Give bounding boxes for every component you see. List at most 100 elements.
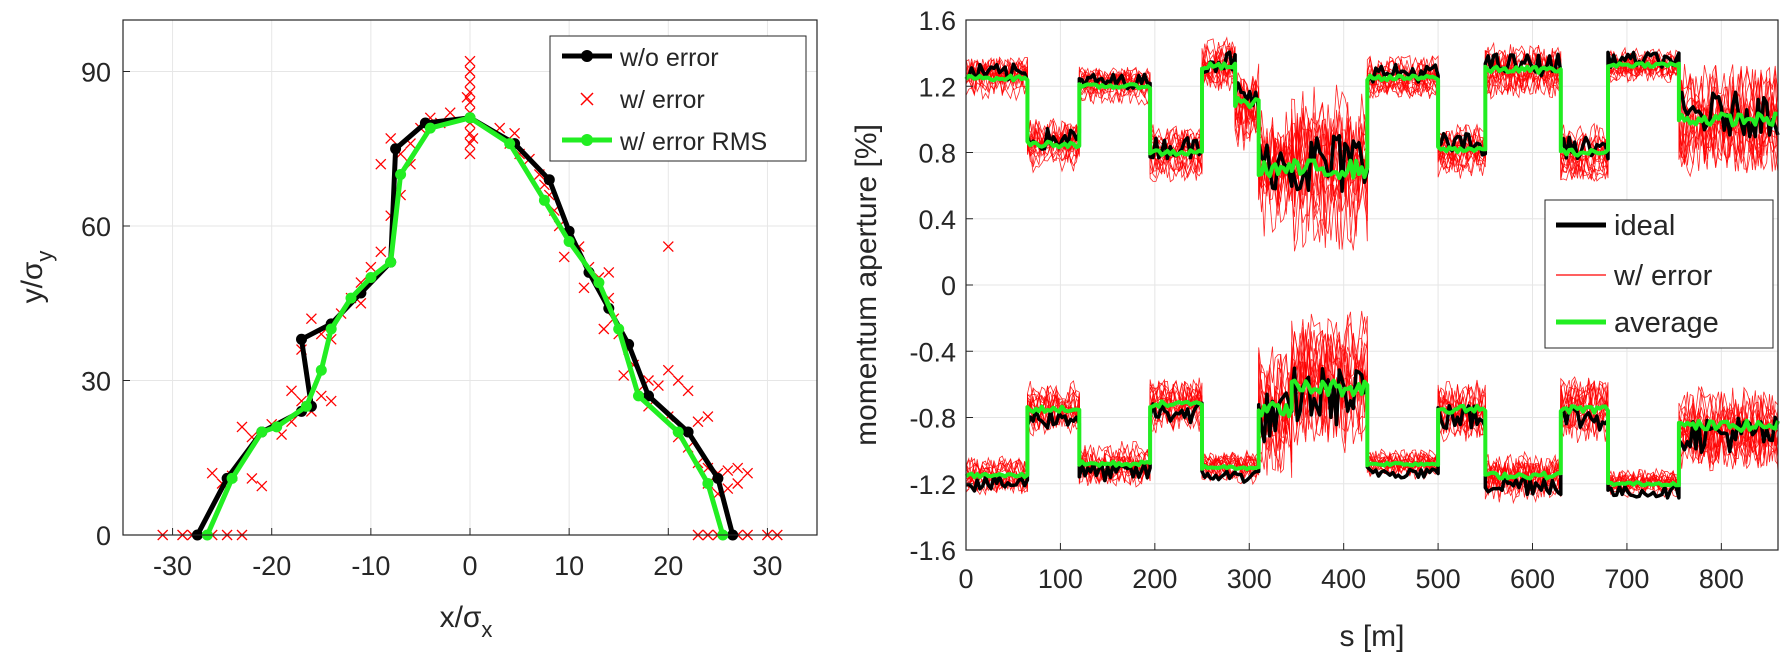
legend-label-w-error: w/ error — [1613, 260, 1713, 292]
error-point — [375, 158, 387, 170]
y-tick-label: -1.6 — [909, 536, 956, 566]
y-tick-label: 30 — [81, 367, 111, 397]
point-rms — [365, 272, 377, 283]
series-layer — [964, 36, 1780, 505]
error-point-stroke — [742, 467, 754, 479]
point-rms — [563, 236, 575, 247]
error-point — [464, 86, 476, 98]
error-point-stroke — [467, 132, 479, 144]
error-point — [722, 465, 734, 477]
error-point-stroke — [722, 483, 734, 495]
error-point-stroke — [246, 431, 258, 443]
error-point — [732, 462, 744, 474]
point-rms — [424, 122, 436, 134]
point-rms — [464, 112, 476, 124]
y-tick-label: 0.8 — [918, 139, 956, 169]
x-tick-label: 20 — [653, 551, 683, 581]
x-axis-label: x/σx — [440, 601, 493, 642]
error-point-stroke — [461, 91, 473, 103]
x-tick-label: 10 — [554, 551, 584, 581]
error-point-stroke — [286, 385, 297, 397]
point-rms — [325, 323, 337, 335]
error-point-stroke — [732, 462, 744, 474]
error-point — [286, 385, 297, 397]
error-point-stroke — [385, 132, 397, 144]
error-point-stroke — [578, 282, 590, 294]
point-rms — [593, 277, 605, 289]
legend-marker-rms — [581, 134, 593, 146]
error-point — [464, 96, 476, 108]
error-point-stroke — [355, 277, 367, 289]
error-trace-pos — [965, 42, 1779, 208]
x-tick-label: -10 — [351, 551, 390, 581]
point-wo-error — [712, 472, 724, 484]
x-tick-label: 100 — [1038, 564, 1083, 594]
error-point-stroke — [405, 138, 416, 150]
point-rms — [315, 364, 327, 376]
error-point-stroke — [598, 323, 610, 335]
error-point — [206, 467, 218, 479]
error-point — [464, 148, 476, 160]
error-point-stroke — [375, 246, 387, 258]
x-tick-label: 600 — [1510, 564, 1555, 594]
point-rms — [672, 426, 684, 438]
x-tick-label: 300 — [1227, 564, 1272, 594]
error-point-stroke — [618, 369, 630, 381]
y-tick-label: 90 — [81, 58, 111, 88]
error-point-stroke — [662, 364, 674, 376]
legend-label-rms: w/ error RMS — [619, 128, 767, 156]
error-point — [464, 127, 476, 139]
error-point-stroke — [286, 416, 297, 428]
y-axis-label: momentum aperture [%] — [850, 124, 883, 446]
point-rms — [395, 169, 407, 180]
error-point — [385, 132, 397, 144]
legend-marker-wo-error — [581, 50, 593, 62]
error-point — [246, 472, 258, 484]
error-point-stroke — [464, 86, 476, 98]
error-point-stroke — [305, 313, 317, 325]
error-point-stroke — [325, 395, 337, 407]
error-point-stroke — [662, 241, 674, 253]
legend-label-ideal: ideal — [1614, 210, 1675, 242]
error-point-stroke — [276, 429, 288, 441]
error-point-stroke — [464, 66, 476, 77]
error-point-stroke — [464, 76, 476, 88]
error-point-stroke — [722, 465, 734, 477]
x-tick-label: 30 — [752, 551, 782, 581]
error-point-stroke — [375, 158, 387, 170]
point-rms — [613, 323, 625, 335]
point-wo-error — [643, 390, 654, 402]
legend-label-w-error: w/ error — [619, 86, 705, 114]
error-point — [672, 375, 684, 386]
error-point-stroke — [652, 380, 664, 392]
error-point — [305, 313, 317, 325]
ideal-trace-neg — [965, 366, 1780, 500]
error-point-stroke — [296, 395, 307, 407]
point-rms — [385, 256, 397, 268]
error-point-stroke — [256, 480, 268, 492]
point-rms — [538, 194, 550, 206]
y-tick-label: 0.4 — [918, 205, 956, 235]
error-point — [464, 138, 476, 150]
x-tick-label: 400 — [1321, 564, 1366, 594]
x-tick-label: 200 — [1132, 564, 1177, 594]
legend: ideal w/ error average — [1544, 199, 1774, 349]
point-rms — [504, 138, 516, 150]
error-point-stroke — [246, 472, 258, 484]
error-point — [732, 478, 744, 489]
x-tick-label: 500 — [1416, 564, 1461, 594]
series-line-wo-error — [195, 115, 736, 537]
error-point-stroke — [444, 107, 456, 119]
point-rms — [226, 472, 238, 484]
y-tick-label: -0.8 — [909, 404, 956, 434]
dynamic-aperture-chart: -30 -20 -10 0 10 20 30 0 30 60 90 x/σx y/σy w/o er… — [16, 19, 818, 642]
error-point-stroke — [603, 266, 615, 278]
point-rms — [271, 421, 283, 433]
error-point-stroke — [315, 328, 327, 340]
error-point-stroke — [692, 416, 704, 428]
x-tick-label: -30 — [153, 551, 192, 581]
x-tick-label: -20 — [252, 551, 291, 581]
error-point — [464, 76, 476, 88]
point-rms — [702, 478, 714, 489]
